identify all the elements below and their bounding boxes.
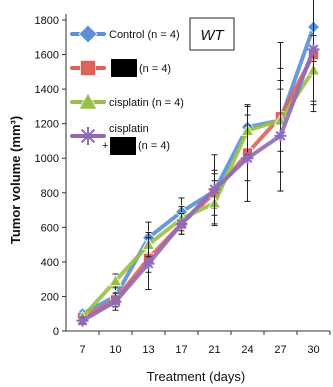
- x-tick-label: 21: [208, 344, 220, 356]
- y-tick-label: 1200: [35, 119, 59, 131]
- legend-entry-3: cisplatin (n = 4): [72, 93, 184, 109]
- annotation-wt: WT: [200, 27, 225, 44]
- legend-entry-1: Control (n = 4): [72, 25, 180, 43]
- series-3: [77, 36, 320, 322]
- legend-label: (n = 4): [138, 140, 170, 152]
- redaction-box: [111, 59, 137, 77]
- data-point: [242, 152, 254, 164]
- legend-swatch-marker: [80, 60, 95, 75]
- x-tick-label: 24: [241, 344, 253, 356]
- x-tick-label: 17: [175, 344, 187, 356]
- x-tick-label: 10: [109, 344, 121, 356]
- legend-swatch-marker: [79, 127, 97, 145]
- data-point: [308, 43, 320, 55]
- legend-label: Control (n = 4): [109, 29, 180, 41]
- data-point: [77, 315, 89, 327]
- y-tick-label: 200: [41, 291, 59, 303]
- x-tick-label: 7: [79, 344, 85, 356]
- legend: Control (n = 4)(n = 4)cisplatin (n = 4)c…: [72, 25, 184, 155]
- legend-label: cisplatin: [109, 123, 149, 135]
- legend-label: +: [102, 140, 108, 152]
- legend-label: (n = 4): [139, 63, 171, 75]
- data-point: [275, 130, 287, 142]
- data-point: [143, 258, 155, 270]
- y-tick-label: 1400: [35, 84, 59, 96]
- y-tick-label: 1800: [35, 15, 59, 27]
- legend-swatch-marker: [79, 25, 97, 43]
- legend-entry-2: (n = 4): [72, 59, 171, 77]
- y-tick-label: 1000: [35, 153, 59, 165]
- axes: 0 200 400 600 800 1000 1200 1400 1600 1800 7 10 13 17…: [35, 14, 330, 356]
- data-point: [209, 183, 221, 195]
- x-axis-title: Treatment (days): [147, 369, 246, 384]
- redaction-box: [110, 137, 136, 155]
- y-tick-label: 600: [41, 222, 59, 234]
- data-point: [176, 218, 188, 230]
- y-tick-label: 800: [41, 188, 59, 200]
- x-tick-label: 30: [307, 344, 319, 356]
- legend-label: cisplatin (n = 4): [109, 97, 184, 109]
- y-tick-label: 1600: [35, 50, 59, 62]
- y-tick-label: 400: [41, 257, 59, 269]
- legend-entry-4: cisplatin+ (n = 4): [72, 123, 170, 155]
- x-tick-label: 27: [274, 344, 286, 356]
- x-tick-label: 13: [142, 344, 154, 356]
- y-tick-label: 0: [53, 326, 59, 338]
- y-axis-title: Tumor volume (mm³): [8, 116, 23, 244]
- data-point: [110, 296, 122, 308]
